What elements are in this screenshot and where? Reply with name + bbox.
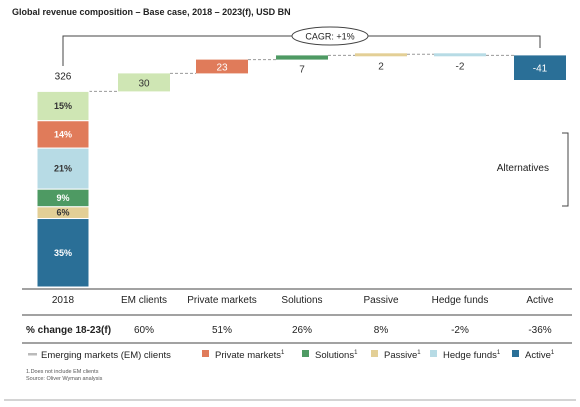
- start-total-label: 326: [55, 71, 72, 82]
- category-tick-label: 2018: [52, 295, 75, 306]
- categories-table-group: 2018 EM clients Private markets Solutions Pa…: [22, 288, 572, 344]
- cagr-bracket-group: CAGR: +1% Alternatives: [62, 26, 569, 207]
- pct-change-value: -36%: [528, 325, 551, 336]
- change-bar: [118, 73, 170, 92]
- pct-change-header: % change 18-23(f): [26, 325, 111, 336]
- segment-share-label: 21%: [54, 164, 72, 174]
- category-tick-label: Private markets: [187, 295, 256, 306]
- cagr-badge: [291, 26, 369, 46]
- segment-share-label: 9%: [56, 193, 69, 203]
- legend-group: Emerging markets (EM) clients Private mar…: [28, 350, 555, 361]
- legend-label: Emerging markets (EM) clients: [41, 350, 171, 361]
- legend-swatch: [371, 350, 378, 357]
- legend-label: Active1: [525, 350, 555, 361]
- category-tick-label: EM clients: [121, 295, 167, 306]
- change-bar: [196, 59, 248, 74]
- category-tick-label: Solutions: [281, 295, 322, 306]
- category-tick-label: Hedge funds: [432, 295, 489, 306]
- segment-share-label: 6%: [56, 208, 69, 218]
- pct-change-value: 26%: [292, 325, 312, 336]
- legend-label: Private markets1: [215, 350, 285, 361]
- alternatives-label: Alternatives: [497, 163, 549, 174]
- change-value-label: 7: [299, 65, 305, 76]
- legend-swatch: [512, 350, 519, 357]
- category-tick-label: Active: [526, 295, 554, 306]
- change-bar: [434, 53, 486, 57]
- segment-share-label: 35%: [54, 248, 72, 258]
- footnote-text: Source: Oliver Wyman analysis: [26, 376, 103, 382]
- legend-swatch: [28, 353, 37, 356]
- category-tick-label: Passive: [363, 295, 398, 306]
- bar-2018-segment: [36, 90, 90, 122]
- pct-change-value: 8%: [374, 325, 389, 336]
- legend-label: Passive1: [384, 350, 421, 361]
- change-value-label: 30: [138, 78, 150, 89]
- connector-group: [89, 53, 514, 92]
- change-value-label: -41: [533, 64, 548, 75]
- segment-share-label: 15%: [54, 101, 72, 111]
- cagr-label: CAGR: +1%: [305, 32, 354, 42]
- pct-change-value: -2%: [451, 325, 469, 336]
- pct-change-value: 60%: [134, 325, 154, 336]
- bar-2018-segment: [36, 218, 90, 288]
- legend-swatch: [202, 350, 209, 357]
- change-value-label: -2: [456, 61, 465, 72]
- change-bar: [514, 55, 566, 80]
- change-bar: [355, 53, 407, 57]
- segment-share-label: 14%: [54, 129, 72, 139]
- change-bar: [276, 55, 328, 60]
- change-value-label: 2: [378, 61, 384, 72]
- legend-label: Solutions1: [315, 350, 358, 361]
- footnote-text: 1.Does not include EM clients: [26, 369, 99, 375]
- labels-group: 15% 14% 21% 9% 6% 35% 326 30 23 7 2 -2 -41: [54, 61, 548, 257]
- alternatives-bracket: [562, 132, 569, 207]
- legend-swatch: [430, 350, 437, 357]
- change-value-label: 23: [216, 63, 228, 74]
- bars-group: [36, 53, 566, 288]
- chart-title: Global revenue composition – Base case, …: [12, 7, 291, 17]
- legend-swatch: [302, 350, 309, 357]
- legend-label: Hedge funds1: [443, 350, 501, 361]
- pct-change-value: 51%: [212, 325, 232, 336]
- bar-2018-segment: [36, 147, 90, 190]
